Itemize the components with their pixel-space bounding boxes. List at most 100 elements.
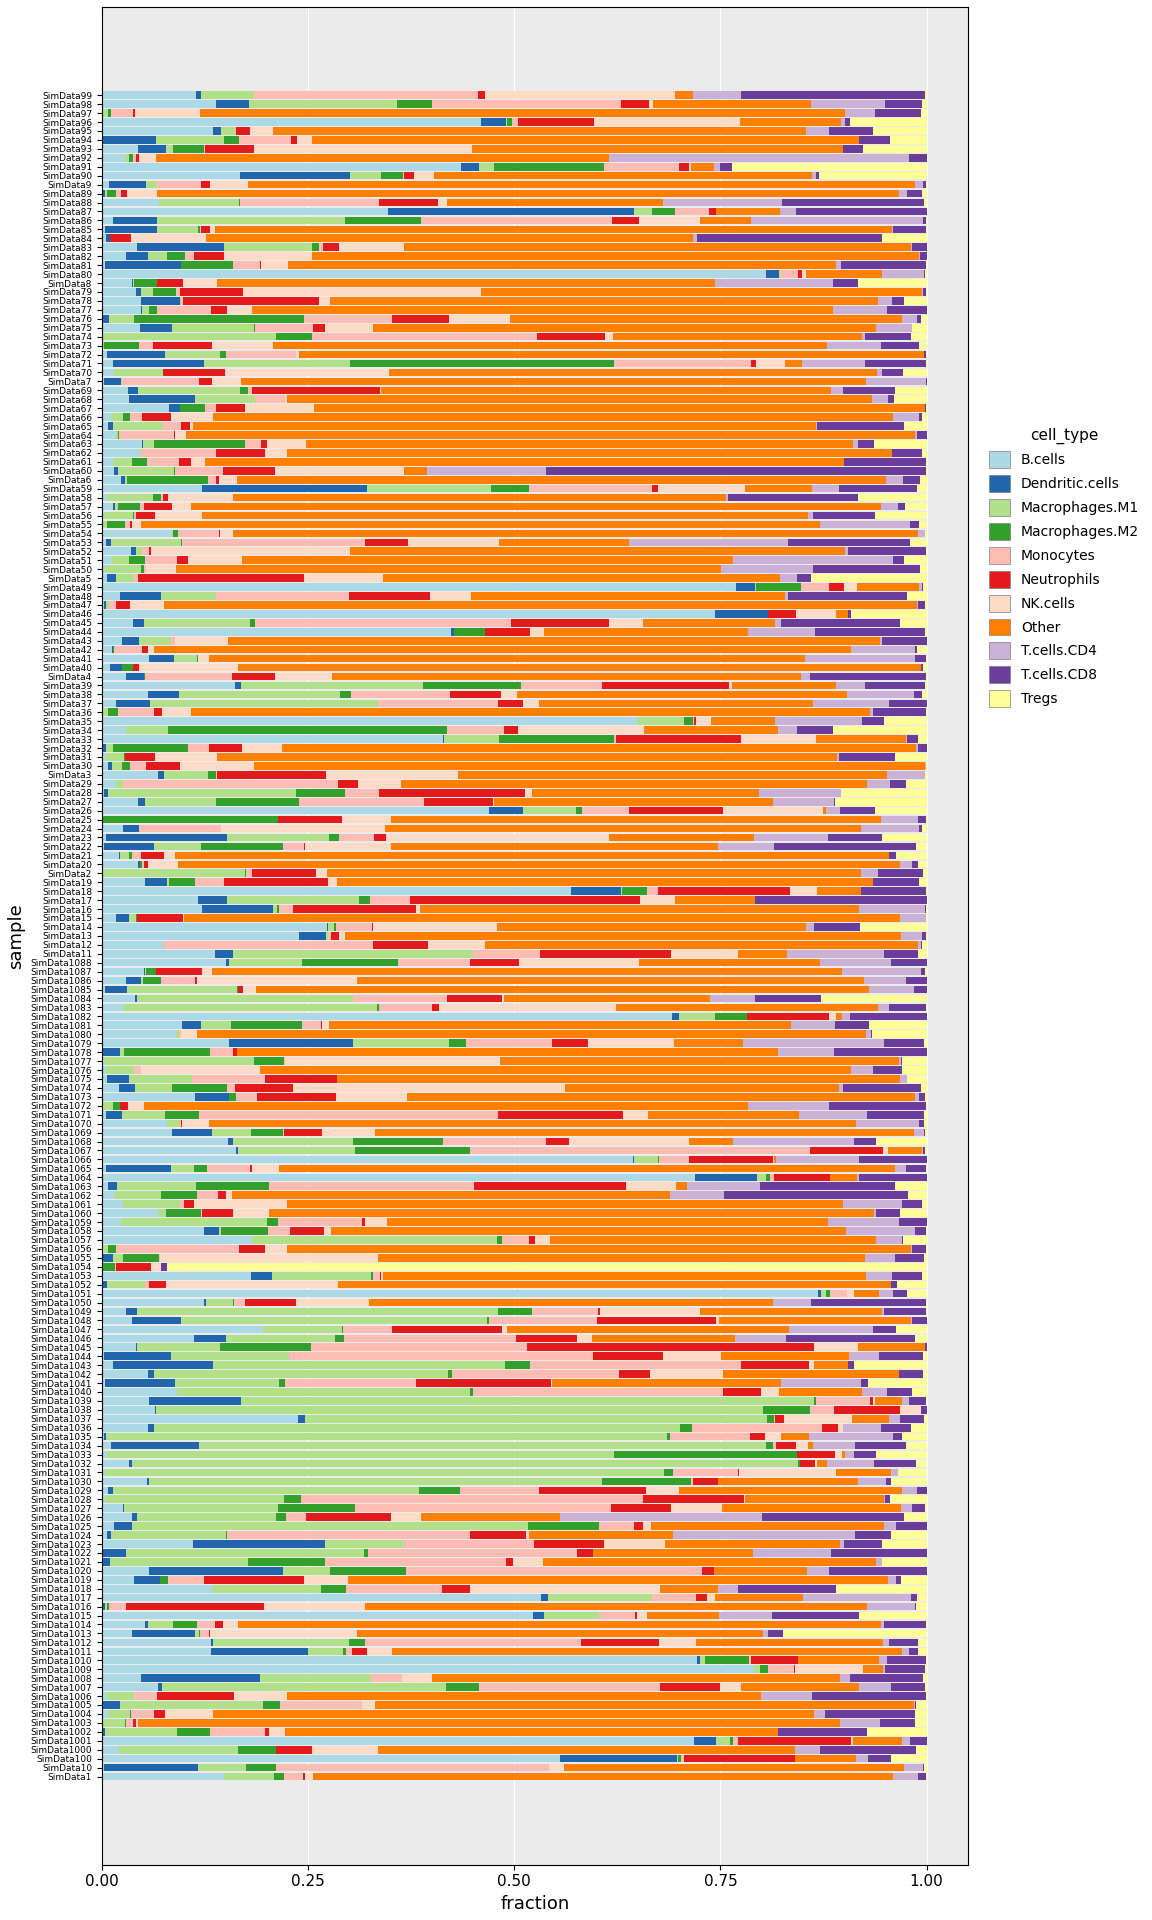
Bar [131, 852, 141, 858]
Bar [101, 127, 213, 134]
Bar [391, 816, 881, 824]
Bar [919, 520, 926, 528]
Bar [861, 887, 926, 895]
Bar [502, 1236, 529, 1244]
Bar [902, 476, 919, 484]
Bar [785, 591, 788, 599]
Bar [925, 682, 926, 689]
Bar [473, 1388, 723, 1396]
Bar [790, 887, 817, 895]
Bar [235, 1085, 294, 1092]
Bar [524, 789, 532, 797]
Bar [876, 324, 912, 332]
Bar [674, 1039, 743, 1046]
Bar [206, 1165, 250, 1173]
Bar [917, 1486, 926, 1494]
Bar [478, 1684, 660, 1692]
Bar [146, 1478, 149, 1486]
Bar [181, 1031, 197, 1039]
Bar [245, 1764, 275, 1772]
Bar [132, 1523, 528, 1530]
Bar [210, 180, 248, 188]
Bar [114, 369, 164, 376]
Bar [122, 637, 138, 645]
Bar [910, 1425, 926, 1432]
Bar [757, 1173, 766, 1181]
Bar [862, 1388, 887, 1396]
Bar [114, 467, 119, 474]
Bar [449, 1039, 467, 1046]
Bar [842, 1452, 844, 1459]
Bar [157, 136, 223, 144]
Bar [859, 1684, 892, 1692]
Bar [885, 1665, 925, 1672]
Bar [101, 826, 122, 833]
Bar [604, 163, 680, 171]
Bar [111, 664, 122, 672]
Bar [372, 324, 876, 332]
Bar [755, 995, 821, 1002]
Bar [303, 1772, 305, 1780]
Bar [101, 503, 113, 511]
Bar [916, 180, 923, 188]
Bar [893, 225, 926, 232]
Bar [667, 1432, 669, 1440]
Bar [855, 1452, 877, 1459]
Bar [689, 163, 691, 171]
Bar [104, 1102, 113, 1110]
Bar [736, 584, 755, 591]
Bar [922, 664, 924, 672]
Bar [722, 1505, 901, 1513]
Bar [215, 1620, 222, 1628]
Bar [889, 1415, 900, 1423]
Bar [814, 1459, 817, 1467]
Bar [101, 1432, 104, 1440]
Bar [101, 1576, 134, 1584]
Bar [101, 1334, 194, 1342]
Bar [865, 682, 925, 689]
Bar [823, 1425, 838, 1432]
Bar [106, 1066, 134, 1073]
Bar [251, 1236, 497, 1244]
Bar [842, 968, 922, 975]
Bar [105, 985, 128, 993]
Bar [161, 977, 196, 985]
Bar [550, 1764, 563, 1772]
Bar [362, 1701, 376, 1709]
Bar [101, 564, 105, 572]
Bar [157, 217, 344, 225]
Bar [101, 1523, 114, 1530]
Bar [904, 422, 926, 430]
Bar [142, 564, 144, 572]
Bar [872, 708, 925, 716]
Bar [688, 1183, 759, 1190]
Bar [449, 315, 510, 323]
Bar [101, 1764, 104, 1772]
Bar [493, 799, 773, 806]
Bar [256, 618, 510, 626]
Bar [901, 1505, 912, 1513]
Bar [291, 136, 297, 144]
Bar [219, 476, 237, 484]
Bar [130, 762, 146, 770]
Bar [700, 217, 751, 225]
Bar [912, 244, 926, 252]
Bar [500, 1058, 900, 1066]
Bar [766, 1442, 773, 1450]
Bar [116, 699, 150, 707]
Bar [241, 682, 423, 689]
Bar [751, 1657, 798, 1665]
Bar [918, 342, 926, 349]
Bar [313, 1772, 894, 1780]
Bar [733, 1738, 738, 1745]
Bar [866, 1271, 893, 1279]
Bar [473, 950, 540, 958]
Bar [611, 1505, 670, 1513]
Bar [909, 1398, 926, 1405]
Bar [605, 1540, 666, 1548]
Bar [833, 305, 887, 313]
Bar [194, 422, 816, 430]
Bar [104, 601, 106, 609]
Bar [873, 1325, 896, 1332]
Bar [101, 513, 104, 518]
